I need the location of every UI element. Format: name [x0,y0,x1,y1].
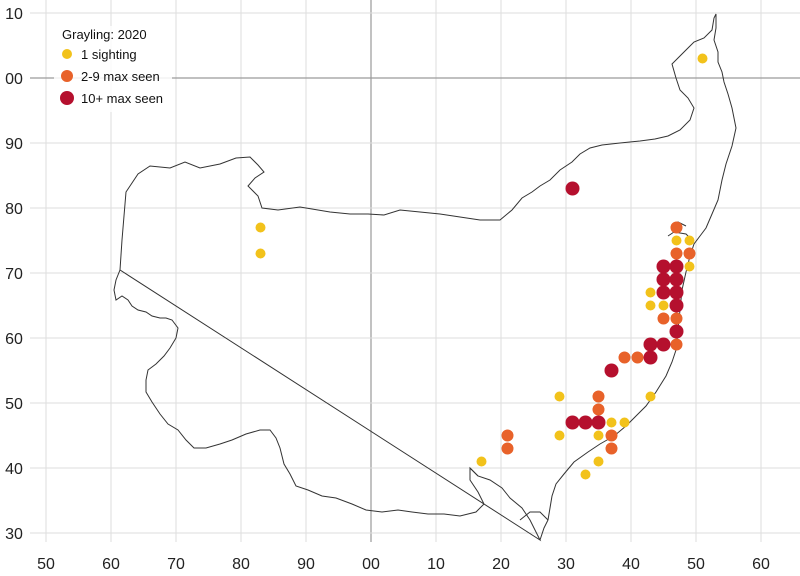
y-tick-label: 60 [5,331,23,348]
sighting-dot-2-9-max-seen [670,247,683,260]
legend-item-2: 2-9 max seen [61,69,160,84]
y-tick-label: 00 [5,71,23,88]
grid-lines [30,0,800,542]
sighting-dot-1-sighting [645,300,656,311]
sighting-dot-10-plus-max-seen [643,337,658,352]
sighting-dot-1-sighting [697,53,708,64]
sighting-dot-10-plus-max-seen [656,337,671,352]
sighting-dot-1-sighting [554,391,565,402]
sighting-dot-1-sighting [658,300,669,311]
sighting-dot-1-sighting [554,430,565,441]
county-outline [113,13,737,542]
y-tick-label: 30 [5,526,23,543]
sighting-dot-2-9-max-seen [501,429,514,442]
legend-item-1: 1 sighting [62,47,137,62]
sighting-dot-1-sighting [684,261,695,272]
sighting-dot-1-sighting [671,235,682,246]
sighting-dot-1-sighting [593,456,604,467]
sighting-dot-2-9-max-seen [618,351,631,364]
sighting-dot-2-9-max-seen [605,429,618,442]
sighting-dot-2-9-max-seen [670,312,683,325]
legend-swatch-1-sighting [62,49,72,59]
x-tick-label: 50 [687,556,705,573]
y-tick-label: 10 [5,6,23,23]
x-tick-label: 20 [492,556,510,573]
legend-label-1-sighting: 1 sighting [81,47,137,62]
x-tick-label: 80 [232,556,250,573]
legend-swatch-10-plus-max-seen [60,91,74,105]
sighting-dot-2-9-max-seen [670,221,683,234]
sighting-dot-1-sighting [645,391,656,402]
x-tick-label: 00 [362,556,380,573]
sighting-dot-1-sighting [606,417,617,428]
x-tick-label: 60 [752,556,770,573]
sighting-dot-10-plus-max-seen [643,350,658,365]
sighting-dot-10-plus-max-seen [669,285,684,300]
sighting-dot-10-plus-max-seen [669,298,684,313]
sighting-dot-10-plus-max-seen [565,181,580,196]
sighting-dot-1-sighting [476,456,487,467]
y-tick-label: 70 [5,266,23,283]
y-tick-label: 40 [5,461,23,478]
x-tick-label: 60 [102,556,120,573]
sighting-dot-2-9-max-seen [605,442,618,455]
legend-item-3: 10+ max seen [60,91,163,106]
legend-title: Grayling: 2020 [62,27,147,42]
legend-swatch-2-9-max-seen [61,70,73,82]
sighting-dot-2-9-max-seen [501,442,514,455]
sighting-dot-10-plus-max-seen [669,272,684,287]
sighting-dot-10-plus-max-seen [656,272,671,287]
sighting-dot-1-sighting [645,287,656,298]
sighting-dot-1-sighting [255,222,266,233]
sighting-dot-2-9-max-seen [592,403,605,416]
sighting-dot-2-9-max-seen [670,338,683,351]
y-tick-label: 80 [5,201,23,218]
x-tick-label: 90 [297,556,315,573]
legend-label-2-9-max-seen: 2-9 max seen [81,69,160,84]
x-tick-label: 30 [557,556,575,573]
sighting-dot-10-plus-max-seen [669,324,684,339]
sighting-dot-10-plus-max-seen [591,415,606,430]
sighting-dot-10-plus-max-seen [604,363,619,378]
sighting-dot-1-sighting [580,469,591,480]
sighting-dot-2-9-max-seen [592,390,605,403]
y-tick-label: 90 [5,136,23,153]
sighting-dot-1-sighting [593,430,604,441]
sighting-dot-10-plus-max-seen [578,415,593,430]
sighting-dot-1-sighting [619,417,630,428]
sighting-dot-2-9-max-seen [657,312,670,325]
sighting-dot-10-plus-max-seen [565,415,580,430]
axis-ticks: 50 60 70 80 90 00 10 20 30 40 50 60 10 00 90 80 70 60 50 40… [5,6,770,573]
sighting-dot-1-sighting [684,235,695,246]
sighting-dot-2-9-max-seen [631,351,644,364]
sighting-dot-2-9-max-seen [683,247,696,260]
sighting-dot-10-plus-max-seen [656,285,671,300]
x-tick-label: 70 [167,556,185,573]
legend-label-10-plus-max-seen: 10+ max seen [81,91,163,106]
sighting-dot-1-sighting [255,248,266,259]
x-tick-label: 50 [37,556,55,573]
sighting-points [255,53,708,480]
sighting-dot-10-plus-max-seen [656,259,671,274]
x-tick-label: 40 [622,556,640,573]
x-tick-label: 10 [427,556,445,573]
sighting-dot-10-plus-max-seen [669,259,684,274]
y-tick-label: 50 [5,396,23,413]
